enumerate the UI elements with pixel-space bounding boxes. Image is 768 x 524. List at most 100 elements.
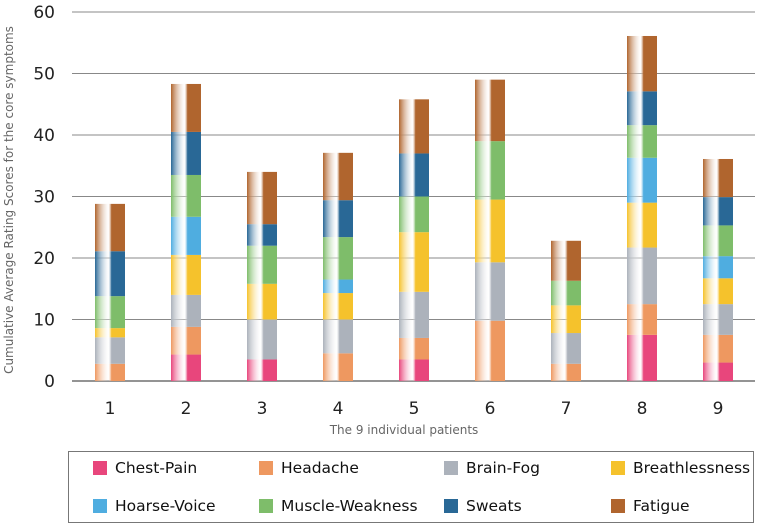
bar-stack-patient-5 <box>399 99 429 381</box>
bar-segment-chest-pain <box>171 354 201 381</box>
x-tick-label: 8 <box>637 399 648 419</box>
legend-swatch <box>93 461 107 475</box>
bar-segment-breathlessness <box>323 293 353 320</box>
bar-segment-muscle-weakness <box>399 196 429 233</box>
bar-stack-patient-2 <box>171 83 201 381</box>
bar-segment-headache <box>475 320 505 381</box>
legend-label: Sweats <box>466 497 522 515</box>
bar-segment-headache <box>95 363 125 381</box>
legend-swatch <box>259 499 273 513</box>
bar-segment-sweats <box>627 91 657 126</box>
y-tick-label: 0 <box>44 372 55 392</box>
legend-label: Muscle-Weakness <box>281 497 418 515</box>
bar-stack-patient-1 <box>95 203 125 381</box>
x-tick-label: 6 <box>485 399 496 419</box>
legend-item-muscle-weakness: Muscle-Weakness <box>259 496 418 516</box>
bar-segment-sweats <box>95 251 125 297</box>
bar-segment-brain-fog <box>247 319 277 360</box>
bar-segment-breathlessness <box>171 254 201 295</box>
bar-stack-patient-8 <box>627 35 657 381</box>
bar-segment-breathlessness <box>475 199 505 263</box>
bar-segment-fatigue <box>703 158 733 198</box>
legend-item-chest-pain: Chest-Pain <box>93 458 197 478</box>
legend-label: Breathlessness <box>633 459 751 477</box>
bar-segment-headache <box>399 337 429 360</box>
bar-segment-chest-pain <box>703 362 733 381</box>
bar-segment-fatigue <box>171 83 201 132</box>
bar-segment-muscle-weakness <box>323 237 353 280</box>
bar-segment-brain-fog <box>627 247 657 305</box>
legend: Chest-Pain Headache Brain-Fog Breathlessnes… <box>68 451 754 523</box>
bar-segment-fatigue <box>551 240 581 281</box>
bar-stack-patient-9 <box>703 158 733 381</box>
bar-segment-fatigue <box>475 79 505 142</box>
bar-stack-patient-6 <box>475 79 505 381</box>
bar-segment-brain-fog <box>551 333 581 364</box>
y-tick-label: 60 <box>33 3 55 23</box>
bar-segment-sweats <box>171 131 201 175</box>
x-tick-label: 9 <box>713 399 724 419</box>
bar-segment-fatigue <box>627 35 657 92</box>
bar-segment-chest-pain <box>247 359 277 381</box>
bar-segment-brain-fog <box>171 294 201 327</box>
x-tick-label: 4 <box>333 399 344 419</box>
x-axis-ticks: 1 2 3 4 5 6 7 8 9 <box>105 399 724 419</box>
bar-segment-brain-fog <box>95 337 125 364</box>
legend-item-breathlessness: Breathlessness <box>611 458 750 478</box>
legend-label: Chest-Pain <box>115 459 198 477</box>
y-tick-label: 20 <box>33 249 55 269</box>
bar-segment-headache <box>627 304 657 335</box>
bar-segment-chest-pain <box>627 334 657 381</box>
legend-swatch <box>93 499 107 513</box>
legend-swatch <box>611 499 625 513</box>
x-tick-label: 2 <box>181 399 192 419</box>
legend-swatch <box>444 499 458 513</box>
bar-segment-headache <box>551 363 581 381</box>
bar-segment-sweats <box>399 153 429 197</box>
y-tick-label: 40 <box>33 126 55 146</box>
bar-segment-fatigue <box>323 152 353 201</box>
bar-segment-muscle-weakness <box>703 225 733 257</box>
stacked-bar-chart: 0 10 20 30 40 50 60 1 2 3 4 5 6 7 8 9 The 9 individual… <box>2 3 755 437</box>
legend-item-fatigue: Fatigue <box>611 496 690 516</box>
bar-segment-brain-fog <box>399 291 429 338</box>
bar-segment-breathlessness <box>551 305 581 334</box>
legend-item-hoarse-voice: Hoarse-Voice <box>93 496 216 516</box>
bar-segment-breathlessness <box>703 278 733 305</box>
bar-segment-fatigue <box>399 99 429 154</box>
bar-segment-sweats <box>247 224 277 246</box>
bar-stack-patient-3 <box>247 171 277 381</box>
bar-segment-fatigue <box>95 203 125 252</box>
bar-segment-hoarse-voice <box>171 216 201 255</box>
bar-segment-fatigue <box>247 171 277 225</box>
bar-segment-headache <box>323 353 353 381</box>
x-tick-label: 1 <box>105 399 116 419</box>
bar-segment-sweats <box>323 200 353 238</box>
bar-segment-sweats <box>703 197 733 226</box>
legend-item-headache: Headache <box>259 458 359 478</box>
legend-label: Headache <box>281 459 359 477</box>
bar-segment-muscle-weakness <box>551 280 581 306</box>
x-tick-label: 7 <box>561 399 572 419</box>
bar-stack-patient-7 <box>551 240 581 381</box>
bar-segment-breathlessness <box>247 283 277 320</box>
y-axis-ticks: 0 10 20 30 40 50 60 <box>33 3 55 392</box>
x-tick-label: 5 <box>409 399 420 419</box>
bar-segment-muscle-weakness <box>475 141 505 200</box>
bar-segment-muscle-weakness <box>95 296 125 329</box>
bar-segment-hoarse-voice <box>627 157 657 203</box>
legend-item-brain-fog: Brain-Fog <box>444 458 540 478</box>
legend-swatch <box>611 461 625 475</box>
y-tick-label: 10 <box>33 311 55 331</box>
bar-segment-brain-fog <box>323 319 353 354</box>
y-axis-title: Cumulative Average Rating Scores for the… <box>2 26 16 374</box>
bar-segment-headache <box>703 334 733 363</box>
bar-segment-hoarse-voice <box>323 279 353 294</box>
y-tick-label: 50 <box>33 65 55 85</box>
bar-segment-brain-fog <box>475 262 505 321</box>
bar-segment-breathlessness <box>627 202 657 248</box>
bar-segment-headache <box>171 326 201 355</box>
legend-swatch <box>259 461 273 475</box>
x-axis-title: The 9 individual patients <box>329 423 479 437</box>
bar-segment-hoarse-voice <box>703 256 733 279</box>
